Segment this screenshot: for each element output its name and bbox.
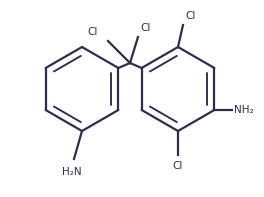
Text: Cl: Cl bbox=[140, 23, 150, 33]
Text: Cl: Cl bbox=[185, 11, 195, 21]
Text: NH₂: NH₂ bbox=[234, 105, 254, 115]
Text: Cl: Cl bbox=[173, 161, 183, 171]
Text: H₂N: H₂N bbox=[62, 167, 82, 177]
Text: Cl: Cl bbox=[88, 27, 98, 37]
